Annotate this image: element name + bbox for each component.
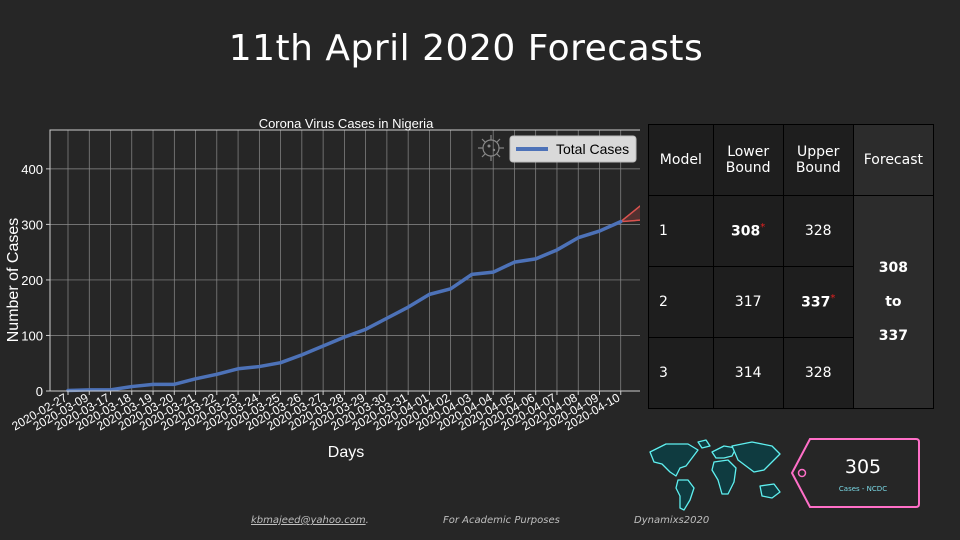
- forecast-range-cell: 308 to 337: [852, 195, 935, 409]
- header-lower-bound: Lower Bound: [712, 124, 784, 196]
- data-point: [534, 258, 537, 260]
- data-point: [258, 365, 261, 368]
- footer-brand: Dynamixs2020: [634, 515, 710, 526]
- model-cell: 1: [648, 195, 714, 267]
- plot-frame: [49, 129, 640, 392]
- data-point: [449, 288, 452, 290]
- data-point: [386, 317, 388, 320]
- data-point: [619, 220, 622, 223]
- y-tick-label: 0: [36, 384, 43, 399]
- data-point: [173, 383, 176, 386]
- data-point: [237, 367, 239, 370]
- table-row: 1 308* 328 308 to 337: [648, 195, 935, 409]
- forecast-table: Model Lower Bound Upper Bound Forecast 1…: [648, 124, 935, 409]
- data-point: [88, 389, 91, 391]
- ncdc-cases-caption: Cases - NCDC: [838, 485, 888, 493]
- chart-title: Corona Virus Cases in Nigeria: [259, 116, 434, 131]
- y-axis-label: Number of Cases: [5, 218, 22, 343]
- data-point: [556, 249, 558, 251]
- lower-bound-cell: 317: [712, 266, 784, 338]
- data-point: [471, 273, 473, 276]
- footer-purpose: For Academic Purposes: [443, 515, 560, 526]
- data-point: [598, 230, 601, 232]
- forecast-upper-line: [620, 205, 640, 223]
- model-cell: 2: [648, 266, 714, 338]
- world-map-icon: [649, 439, 781, 511]
- x-axis-label: Days: [328, 444, 364, 461]
- forecast-lower-line: [620, 219, 640, 223]
- data-point: [513, 261, 516, 263]
- legend-label: Total Cases: [556, 141, 629, 157]
- data-point: [216, 373, 218, 376]
- data-point: [343, 336, 346, 338]
- data-point: [492, 271, 494, 273]
- upper-bound-cell: 328: [782, 195, 854, 267]
- y-tick-label: 300: [21, 217, 43, 232]
- upper-bound-value: 337: [801, 294, 831, 311]
- data-point: [109, 389, 112, 391]
- virus-icon: [478, 135, 504, 161]
- header-upper-bound: Upper Bound: [782, 124, 854, 196]
- y-tick-label: 400: [21, 162, 43, 177]
- data-point: [279, 361, 282, 364]
- data-point: [152, 383, 154, 386]
- lower-bound-cell: 308*: [712, 195, 784, 267]
- header-forecast: Forecast: [852, 124, 935, 196]
- footer-email-link[interactable]: kbmajeed@yahoo.com: [251, 515, 366, 526]
- data-point: [577, 236, 580, 239]
- lower-bound-value: 308: [731, 223, 761, 240]
- chart-legend: Total Cases: [509, 135, 637, 163]
- data-point: [322, 345, 324, 347]
- data-point: [364, 328, 367, 331]
- footer-email-suffix: .: [365, 515, 369, 526]
- table-row: 3 314 328: [648, 337, 934, 409]
- upper-bound-cell: 328: [782, 337, 854, 409]
- table-header-row: Model Lower Bound Upper Bound Forecast: [648, 124, 935, 196]
- table-row: 2 317 337*: [648, 266, 934, 338]
- forecast-to-word: to: [885, 294, 902, 310]
- price-tag-icon: [790, 438, 920, 508]
- forecast-from: 308: [878, 260, 908, 276]
- upper-bound-cell: 337*: [782, 266, 854, 338]
- model-cell: 3: [648, 337, 714, 409]
- header-model: Model: [648, 124, 714, 196]
- data-point: [301, 354, 303, 356]
- lower-bound-cell: 314: [712, 337, 784, 409]
- data-point: [428, 293, 431, 296]
- data-point: [407, 306, 409, 308]
- data-point: [130, 385, 133, 388]
- y-tick-label: 200: [21, 273, 43, 288]
- min-marker: *: [760, 222, 766, 234]
- max-marker: *: [830, 293, 836, 305]
- y-tick-label: 100: [21, 328, 43, 343]
- forecast-to: 337: [878, 328, 908, 344]
- slide-title: 11th April 2020 Forecasts: [228, 28, 704, 69]
- footer-email[interactable]: kbmajeed@yahoo.com.: [251, 515, 369, 526]
- ncdc-cases-value: 305: [844, 456, 882, 478]
- data-point: [194, 377, 197, 380]
